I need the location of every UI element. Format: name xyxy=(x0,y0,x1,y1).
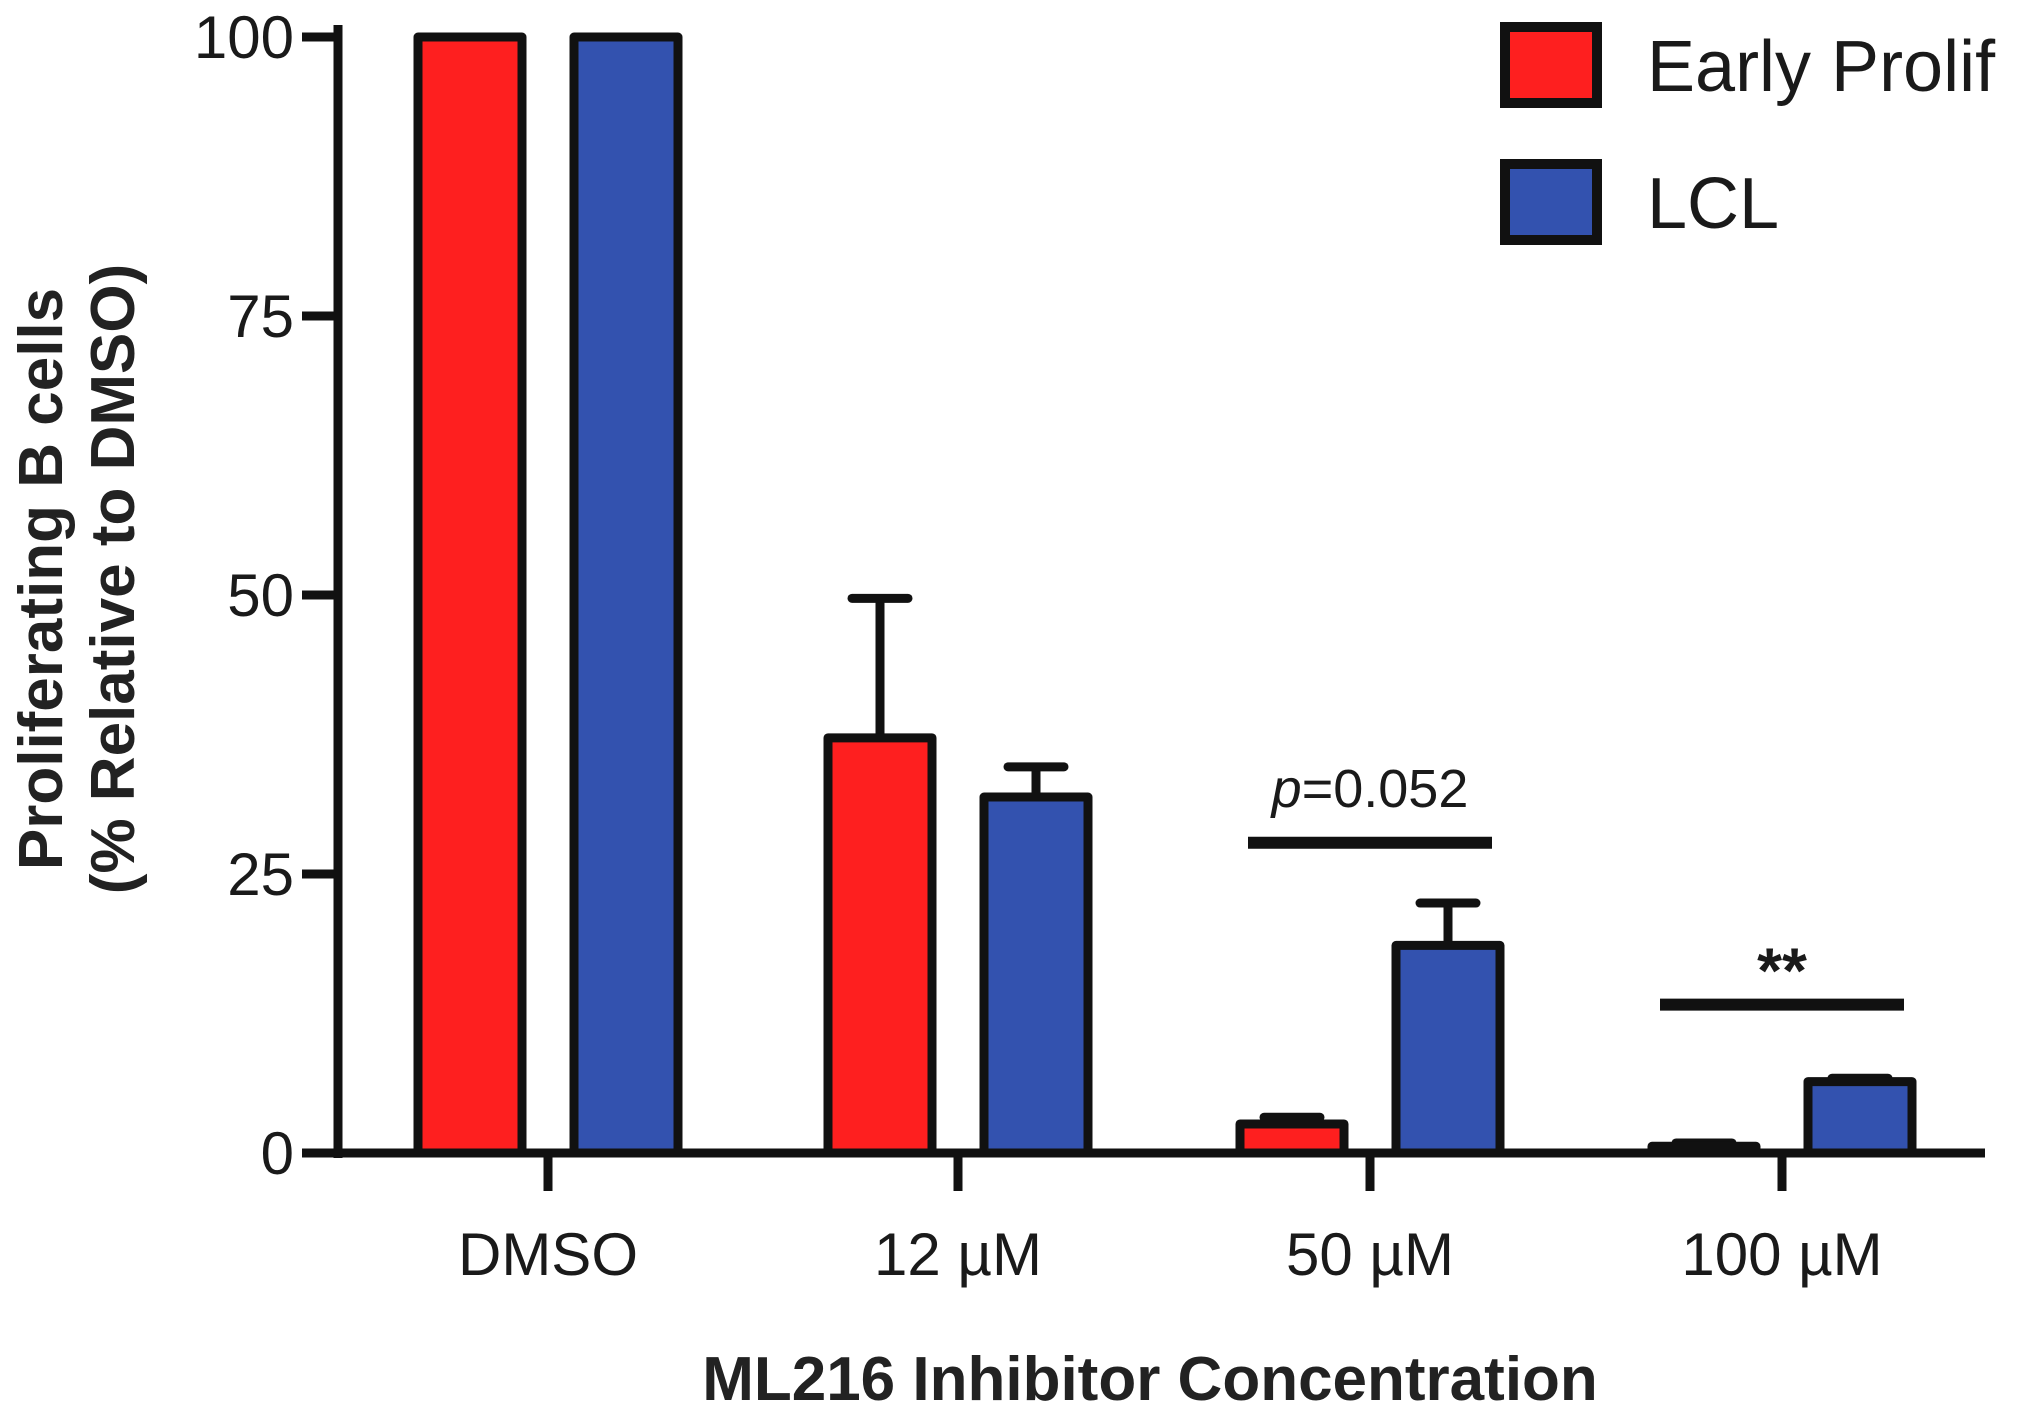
bar-lcl-0 xyxy=(569,32,683,1158)
p-value-prefix: p xyxy=(1270,759,1302,819)
significance-label-1: ** xyxy=(1757,934,1807,1006)
x-tick-label-0: DMSO xyxy=(458,1221,638,1288)
significance-label-0: p=0.052 xyxy=(1270,759,1469,819)
bar-early-prolif-2 xyxy=(1235,1119,1349,1158)
y-tick-label-50: 50 xyxy=(227,562,294,629)
y-tick-label-25: 25 xyxy=(227,841,294,908)
x-tick-label-3: 100 µM xyxy=(1681,1221,1882,1288)
legend-swatch-early-prolif xyxy=(1500,22,1602,108)
annotations-layer: p=0.052 ** xyxy=(1248,759,1904,1011)
bar-lcl-1 xyxy=(979,792,1093,1158)
p-value-number: =0.052 xyxy=(1302,759,1469,819)
x-axis-title: ML216 Inhibitor Concentration xyxy=(702,1345,1598,1414)
y-tick-label-0: 0 xyxy=(261,1120,294,1187)
bar-lcl-2 xyxy=(1391,940,1505,1158)
legend-label-lcl: LCL xyxy=(1647,164,1779,244)
bar-lcl-3 xyxy=(1803,1077,1917,1158)
y-axis-title-line1: Proliferating B cells xyxy=(7,288,76,870)
x-tick-label-1: 12 µM xyxy=(874,1221,1042,1288)
legend-label-early-prolif: Early Prolif xyxy=(1647,27,1996,107)
bars-layer xyxy=(413,32,1917,1158)
y-tick-label-75: 75 xyxy=(227,283,294,350)
legend: Early Prolif LCL xyxy=(1500,22,1996,245)
axes-layer: 0 25 50 75 100 DMSO 12 µM 50 µM 100 µM xyxy=(194,4,1985,1288)
bar-early-prolif-1 xyxy=(823,733,937,1158)
bar-early-prolif-0 xyxy=(413,32,527,1158)
x-tick-label-2: 50 µM xyxy=(1286,1221,1454,1288)
y-tick-label-100: 100 xyxy=(194,4,294,71)
legend-swatch-lcl xyxy=(1500,159,1602,245)
y-axis-title-line2: (% Relative to DMSO) xyxy=(79,264,148,894)
